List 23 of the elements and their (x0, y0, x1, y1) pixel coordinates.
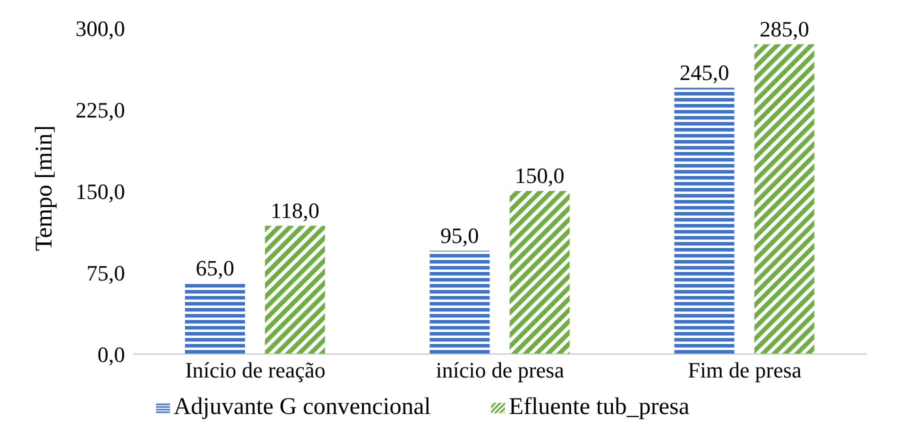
y-tick-label: 75,0 (86, 260, 125, 286)
x-tick-label: início de presa (436, 358, 564, 383)
data-label: 118,0 (270, 198, 320, 223)
y-axis-title: Tempo [min] (32, 125, 58, 251)
bar (754, 44, 814, 354)
x-tick-label: Fim de presa (688, 358, 802, 383)
y-tick-label: 0,0 (98, 342, 125, 367)
y-tick-label: 300,0 (76, 16, 125, 41)
bar (510, 191, 570, 354)
bar (265, 226, 325, 354)
bar (430, 250, 490, 354)
y-tick-label: 225,0 (76, 97, 125, 122)
bar (185, 283, 245, 354)
data-label: 245,0 (680, 60, 730, 85)
data-label: 285,0 (760, 16, 810, 42)
y-tick-label: 150,0 (76, 178, 125, 204)
legend-label: Adjuvante G convencional (174, 394, 431, 420)
x-tick-label: Início de reação (185, 358, 326, 383)
data-label: 65,0 (196, 255, 234, 280)
bar (674, 88, 734, 354)
data-label: 95,0 (440, 222, 479, 248)
data-label: 150,0 (514, 163, 564, 188)
legend-label: Efluente tub_presa (508, 394, 690, 420)
